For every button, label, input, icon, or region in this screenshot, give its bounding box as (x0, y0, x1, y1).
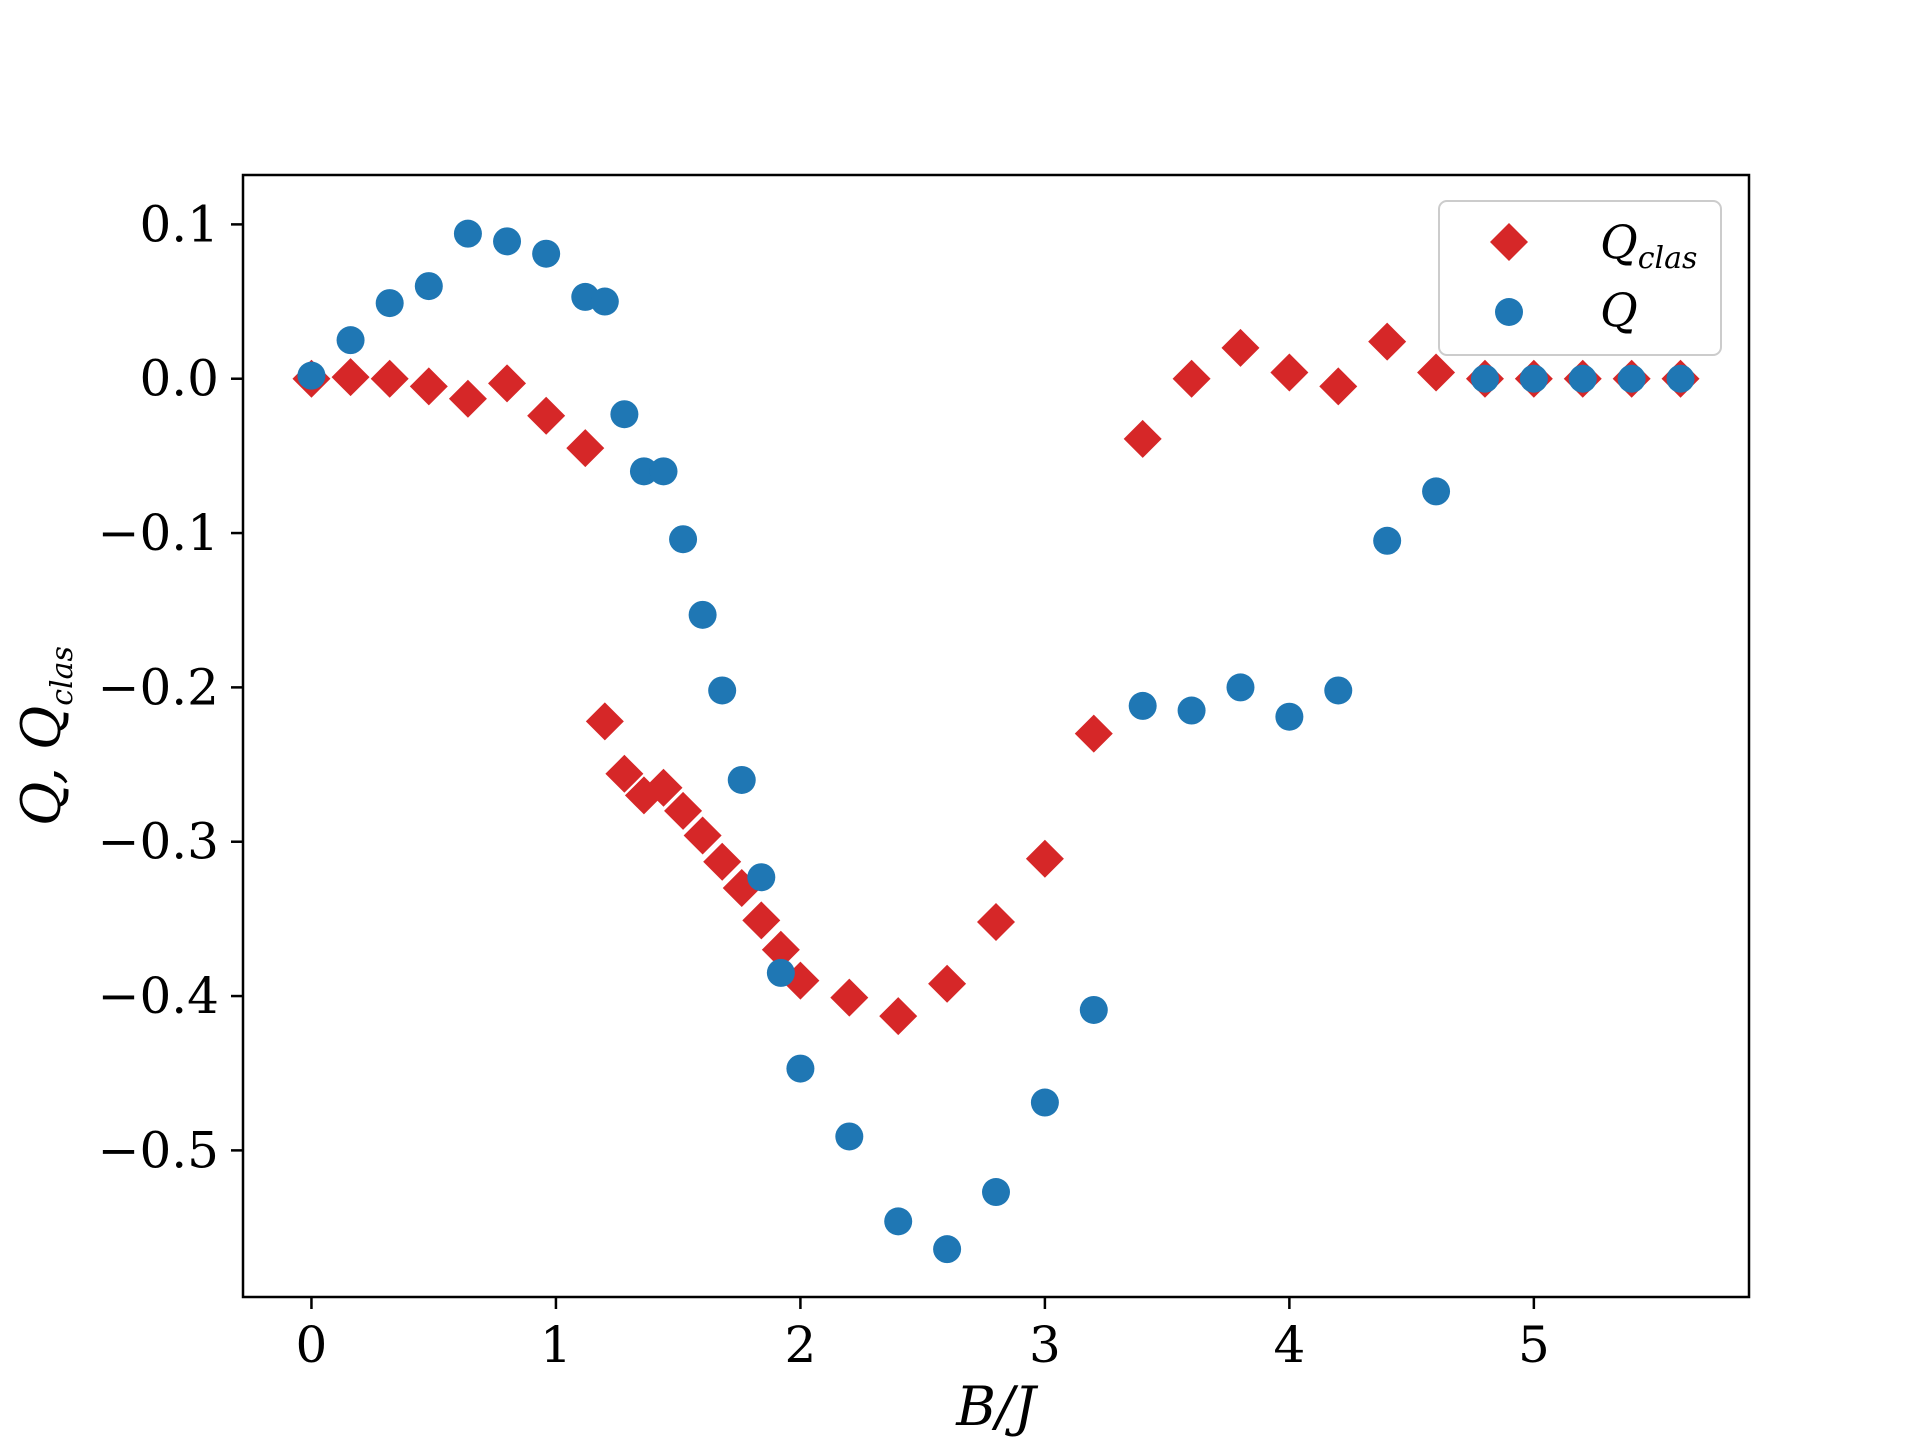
q-clas-point (977, 902, 1015, 941)
legend-markers (1490, 223, 1528, 326)
x-axis-label: B/J (955, 1375, 1039, 1438)
q-clas-point (527, 396, 566, 435)
q-point (629, 457, 658, 486)
q-point (982, 1178, 1010, 1207)
q-point (1177, 696, 1206, 725)
q-point (835, 1122, 864, 1151)
q-clas-point (644, 768, 683, 807)
q-point (727, 765, 756, 794)
q-point (766, 958, 795, 987)
q-clas-point (1270, 353, 1309, 392)
q-point (610, 400, 639, 429)
q-point (1666, 364, 1695, 393)
q-point (688, 600, 717, 629)
q-point (1324, 676, 1353, 705)
q-point (493, 227, 522, 256)
q-clas-point (566, 429, 605, 468)
q-clas-point (1074, 714, 1113, 753)
q-point (1030, 1088, 1059, 1117)
legend-q-main: Q (1600, 283, 1638, 337)
plot-frame (241, 173, 1751, 1299)
q-clas-point (761, 930, 800, 969)
q-point (532, 239, 561, 268)
q-clas-point (585, 702, 624, 741)
legend-entry-q-clas-label: Qclas (1600, 215, 1697, 276)
q-clas-point (370, 359, 409, 398)
legend-q-clas-marker (1490, 223, 1528, 261)
y-tick-label: 0.0 (139, 350, 219, 408)
legend-box (1438, 200, 1722, 356)
q-clas-point (683, 816, 722, 855)
q-point (1226, 673, 1255, 702)
q-point (933, 1235, 962, 1264)
q-point (1470, 364, 1499, 393)
q-clas-point (1025, 839, 1064, 878)
q-point (336, 326, 365, 355)
q-clas-point (703, 842, 742, 881)
q-point (708, 676, 737, 705)
x-tick-label: 2 (785, 1316, 817, 1374)
q-point (1128, 691, 1157, 720)
q-clas-point (664, 791, 703, 830)
q-clas-point (605, 754, 644, 793)
x-tick-label: 5 (1518, 1316, 1550, 1374)
q-point (1275, 702, 1304, 731)
legend-q-clas-main: Q (1600, 215, 1638, 269)
q-clas-point (1417, 353, 1456, 392)
q-point (669, 525, 698, 554)
legend-q-clas-sub: clas (1638, 241, 1698, 276)
x-tick-label: 0 (296, 1316, 328, 1374)
markers-layer (292, 219, 1700, 1264)
y-tick-label: −0.5 (98, 1121, 219, 1179)
q-clas-point (488, 364, 527, 403)
q-clas-point (928, 964, 967, 1003)
q-point (1519, 364, 1548, 393)
q-point (1422, 477, 1451, 506)
x-tick-label: 1 (540, 1316, 572, 1374)
ticks-layer: 0 1 2 3 4 5 0.1 0.0 −0.1 −0.2 −0.3 −0.4 −0.5 (98, 195, 1550, 1374)
legend-entry-q-label: Q (1600, 283, 1638, 337)
y-tick-label: −0.3 (98, 813, 219, 871)
q-point (747, 863, 776, 892)
y-axis-label-sub: clas (45, 646, 80, 706)
y-axis-label-q: Q, Q (10, 706, 73, 826)
q-point (375, 289, 404, 318)
q-point (884, 1207, 913, 1236)
q-point (1373, 526, 1402, 555)
q-clas-point (1221, 328, 1260, 367)
x-tick-label: 4 (1273, 1316, 1305, 1374)
y-tick-label: −0.1 (98, 504, 219, 562)
q-clas-point (331, 358, 370, 397)
q-clas-point (742, 901, 781, 940)
legend-q-marker (1495, 298, 1523, 326)
q-clas-point (830, 978, 869, 1017)
q-point (649, 457, 678, 486)
q-point (786, 1054, 815, 1083)
y-tick-label: 0.1 (139, 195, 219, 253)
q-clas-point (1319, 367, 1358, 406)
q-clas-point (1172, 359, 1211, 398)
q-clas-point (1123, 419, 1162, 458)
legend: Qclas Q (1438, 200, 1722, 356)
q-clas-point (879, 997, 918, 1036)
q-point (1079, 995, 1108, 1024)
q-point (1617, 364, 1646, 393)
y-axis-label: Q, Qclas (10, 646, 80, 826)
q-point (1568, 364, 1597, 393)
q-point (590, 287, 619, 316)
y-tick-label: −0.4 (98, 967, 219, 1025)
q-point (297, 361, 326, 390)
q-point (414, 272, 443, 301)
x-tick-label: 3 (1029, 1316, 1061, 1374)
q-clas-point (448, 379, 487, 418)
q-clas-point (409, 367, 448, 406)
q-point (453, 219, 482, 248)
q-clas-point (1368, 322, 1407, 361)
y-tick-label: −0.2 (98, 658, 219, 716)
